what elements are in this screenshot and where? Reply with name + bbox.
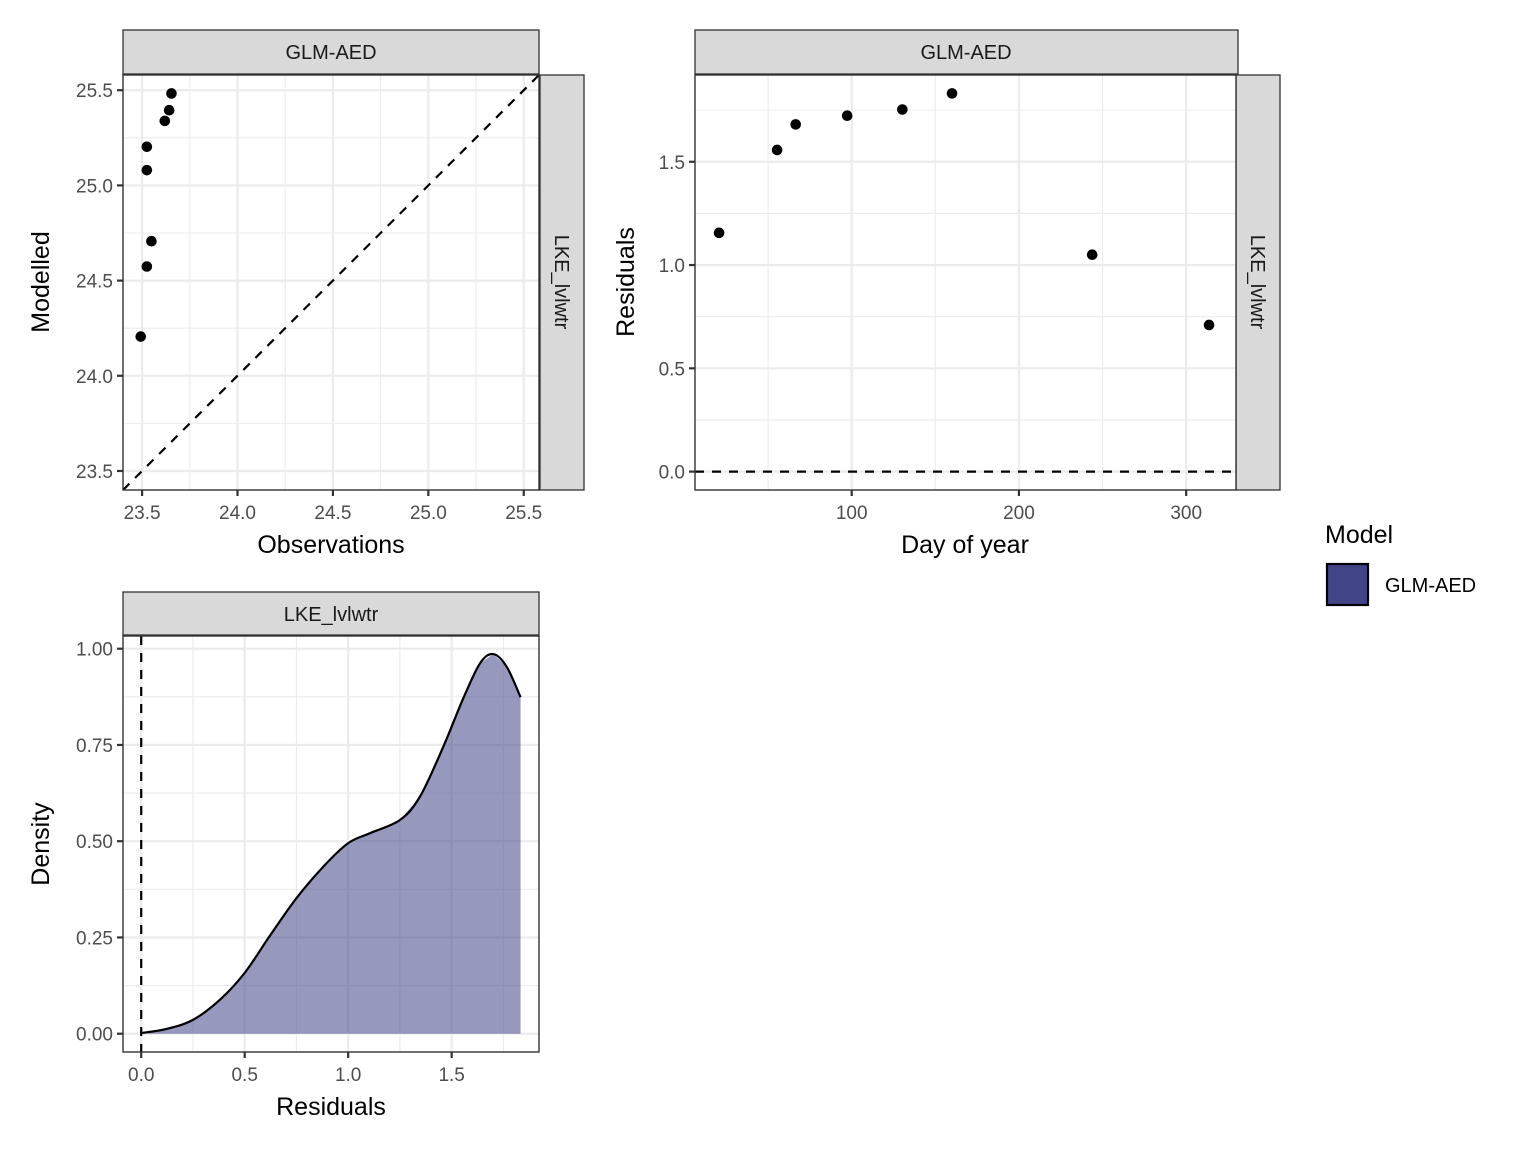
panel-border xyxy=(122,635,540,1053)
panel-residuals-vs-doy: GLM-AED LKE_lvlwtr Day of year Residuals… xyxy=(612,29,1281,559)
plot-area xyxy=(122,635,540,1053)
y-tick-label: 0.75 xyxy=(76,736,113,757)
panel-border xyxy=(694,74,1237,491)
y-tick-label: 1.5 xyxy=(659,153,685,174)
data-point xyxy=(771,144,783,156)
y-tick-label: 24.5 xyxy=(76,272,113,293)
density-line xyxy=(141,652,522,1035)
density-area xyxy=(141,654,521,1034)
data-point xyxy=(141,261,153,272)
strip-top-label: GLM-AED xyxy=(920,42,1011,64)
data-point xyxy=(159,115,171,127)
y-tick-label: 0.5 xyxy=(659,359,685,380)
x-axis-title: Residuals xyxy=(276,1093,386,1121)
strip-right xyxy=(539,74,585,491)
x-tick-label: 200 xyxy=(1003,503,1035,524)
strip-right-label: LKE_lvlwtr xyxy=(1246,235,1268,330)
data-point xyxy=(790,119,801,130)
x-axis-title: Observations xyxy=(257,531,404,559)
strip-top xyxy=(122,591,540,636)
data-point xyxy=(897,104,908,115)
data-point xyxy=(141,141,153,153)
y-axis-title: Residuals xyxy=(612,227,640,337)
x-tick-label: 1.5 xyxy=(438,1065,464,1086)
marks xyxy=(140,636,522,1052)
plot-area xyxy=(122,74,540,491)
x-tick-label: 24.0 xyxy=(219,503,256,524)
data-point xyxy=(146,235,157,247)
data-point xyxy=(166,88,177,99)
data-point xyxy=(1086,249,1098,261)
x-tick-label: 25.5 xyxy=(505,503,542,524)
strip-top-label: LKE_lvlwtr xyxy=(284,604,379,626)
x-tick-label: 24.5 xyxy=(314,503,351,524)
y-tick-label: 0.25 xyxy=(76,928,113,949)
x-tick-label: 23.5 xyxy=(124,503,161,524)
strip-right-label: LKE_lvlwtr xyxy=(550,235,572,330)
plot-area xyxy=(694,74,1237,491)
strip-right xyxy=(1235,74,1281,491)
y-tick-label: 0.0 xyxy=(659,463,685,484)
marks xyxy=(123,75,539,490)
grid xyxy=(123,75,539,490)
legend-title: Model xyxy=(1325,521,1393,549)
legend: Model GLM-AED xyxy=(1325,521,1476,607)
x-tick-label: 300 xyxy=(1170,503,1202,524)
data-point xyxy=(135,331,147,342)
y-tick-label: 1.00 xyxy=(76,640,113,661)
panel-residual-density: LKE_lvlwtr Residuals Density 0.0 0.5 1.0 1.… xyxy=(27,591,540,1121)
y-tick-label: 0.50 xyxy=(76,832,113,853)
panel-border xyxy=(122,74,540,491)
legend-label-glm-aed: GLM-AED xyxy=(1385,575,1476,597)
y-tick-label: 23.5 xyxy=(76,462,113,483)
panel-obs-vs-mod: GLM-AED LKE_lvlwtr Observations Modelled… xyxy=(27,29,585,559)
strip-top xyxy=(694,29,1239,75)
marks xyxy=(695,88,1236,473)
legend-key-glm-aed xyxy=(1325,562,1370,607)
y-tick-label: 25.0 xyxy=(76,176,113,197)
reference-line xyxy=(123,75,539,490)
y-tick-label: 25.5 xyxy=(76,81,113,102)
y-tick-label: 24.0 xyxy=(76,367,113,388)
x-tick-label: 0.5 xyxy=(231,1065,257,1086)
data-point xyxy=(141,164,153,176)
x-tick-label: 25.0 xyxy=(410,503,447,524)
data-point xyxy=(713,227,725,239)
y-tick-label: 1.0 xyxy=(659,256,685,277)
data-point xyxy=(163,104,175,116)
x-tick-label: 0.0 xyxy=(128,1065,154,1086)
y-axis-title: Density xyxy=(27,802,55,886)
x-axis-title: Day of year xyxy=(901,531,1029,559)
strip-top-label: GLM-AED xyxy=(285,42,376,64)
data-point xyxy=(841,110,853,121)
data-point xyxy=(1203,319,1215,331)
y-axis-title: Modelled xyxy=(27,231,55,332)
strip-top xyxy=(122,29,540,75)
data-point xyxy=(946,88,958,99)
y-tick-label: 0.00 xyxy=(76,1025,113,1046)
panel-background xyxy=(695,75,1236,490)
x-tick-label: 100 xyxy=(836,503,868,524)
x-tick-label: 1.0 xyxy=(335,1065,361,1086)
